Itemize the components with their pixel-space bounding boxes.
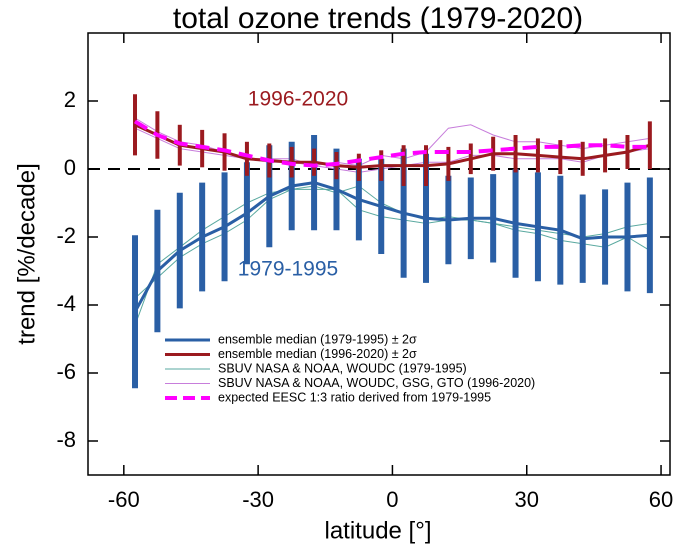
annotation: 1979-1995 [238,258,338,281]
plot-frame [87,32,671,476]
median-line [133,181,651,313]
thin-line [134,127,650,173]
thin-line [134,185,650,326]
x-tick-label: -30 [242,487,274,512]
legend-label: expected EESC 1:3 ratio derived from 197… [218,390,491,404]
y-tick-label: -2 [56,223,76,248]
x-tick-label: 0 [386,487,398,512]
y-tick-label: -6 [56,359,76,384]
chart-title: total ozone trends (1979-2020) [173,2,583,35]
dashed-line [133,119,650,168]
legend-label: ensemble median (1996-2020) ± 2σ [218,347,417,361]
y-tick-label: -8 [56,427,76,452]
legend-label: SBUV NASA & NOAA, WOUDC (1979-1995) [218,361,467,375]
y-axis-label: trend [%/decade] [13,163,40,344]
y-tick-label: -4 [56,291,76,316]
annotation: 1996-2020 [248,88,348,111]
x-tick-label: 30 [514,487,538,512]
x-tick-label: 60 [649,487,673,512]
legend-label: ensemble median (1979-1995) ± 2σ [218,332,417,346]
y-tick-label: 0 [64,155,76,180]
legend-label: SBUV NASA & NOAA, WOUDC, GSG, GTO (1996-… [218,376,535,390]
thin-line [134,188,651,299]
y-tick-label: 2 [64,87,76,112]
x-tick-label: -60 [108,487,140,512]
x-axis-label: latitude [°] [325,517,432,544]
